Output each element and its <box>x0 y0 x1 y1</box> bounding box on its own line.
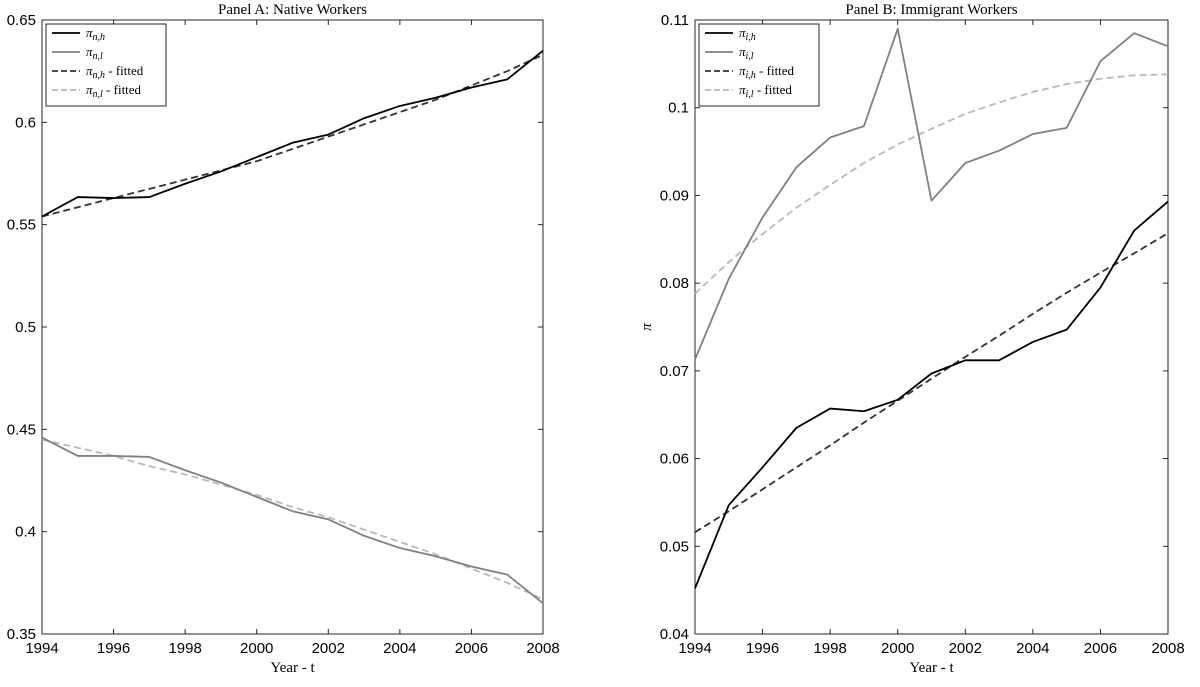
series-line-3 <box>41 53 544 218</box>
x-tick-label: 2000 <box>240 640 273 657</box>
legend-entry: πn,h - fitted <box>86 63 144 81</box>
x-tick-label: 1998 <box>813 640 846 657</box>
series-line-2 <box>41 436 544 605</box>
y-axis-label: π <box>639 323 655 331</box>
y-tick-label: 0.09 <box>660 187 689 204</box>
x-axis-label: Year - t <box>270 660 315 676</box>
legend-entry: πi,h <box>739 25 756 43</box>
legend-entry: πi,l <box>739 44 754 62</box>
x-tick-label: 1996 <box>97 640 130 657</box>
x-tick-label: 1998 <box>168 640 201 657</box>
series-line-1 <box>41 49 544 218</box>
x-tick-label: 2000 <box>881 640 914 657</box>
y-tick-label: 0.35 <box>7 626 36 643</box>
legend-entry: πi,h - fitted <box>739 63 795 81</box>
y-axis-label: π <box>0 323 2 331</box>
y-tick-label: 0.4 <box>15 524 36 541</box>
series-line-4 <box>41 438 544 601</box>
x-tick-label: 2004 <box>1016 640 1049 657</box>
y-tick-label: 0.11 <box>661 12 689 29</box>
series-line-4 <box>694 73 1169 295</box>
x-tick-label: 1994 <box>25 640 58 657</box>
series-line-3 <box>694 232 1169 534</box>
plot-frame <box>694 19 1169 635</box>
legend-box <box>698 23 820 107</box>
x-tick-label: 1996 <box>746 640 779 657</box>
chart-title: Panel A: Native Workers <box>218 2 367 18</box>
x-tick-label: 2002 <box>949 640 982 657</box>
x-tick-label: 2008 <box>1151 640 1184 657</box>
legend-entry: πn,l <box>86 44 103 62</box>
x-tick-label: 1994 <box>678 640 711 657</box>
y-tick-label: 0.65 <box>7 12 36 29</box>
x-tick-label: 2008 <box>526 640 559 657</box>
panel-a-native-workers: Panel A: Native Workers 1994 1996 1998 2000 2… <box>0 2 560 676</box>
panel-b-immigrant-workers: Panel B: Immigrant Workers 1994 1996 1998 20… <box>639 2 1185 676</box>
legend-entry: πn,l - fitted <box>86 82 142 100</box>
y-tick-label: 0.5 <box>15 319 36 336</box>
series-line-2 <box>694 27 1169 360</box>
y-tick-label: 0.04 <box>660 626 689 643</box>
y-tick-label: 0.08 <box>660 275 689 292</box>
series-line-1 <box>694 200 1169 589</box>
x-tick-label: 2002 <box>312 640 345 657</box>
legend-entry: πi,l - fitted <box>739 82 792 100</box>
chart-title: Panel B: Immigrant Workers <box>845 2 1017 18</box>
y-tick-label: 0.06 <box>660 451 689 468</box>
plot-frame <box>41 19 544 635</box>
y-tick-label: 0.07 <box>660 363 689 380</box>
legend-box <box>45 23 167 107</box>
y-tick-label: 0.1 <box>668 100 689 117</box>
y-tick-label: 0.6 <box>15 114 36 131</box>
y-tick-label: 0.55 <box>7 217 36 234</box>
y-tick-label: 0.45 <box>7 421 36 438</box>
y-tick-label: 0.05 <box>660 538 689 555</box>
x-tick-label: 2006 <box>455 640 488 657</box>
legend-entry: πn,h <box>86 25 105 43</box>
x-axis-label: Year - t <box>909 660 954 676</box>
x-tick-label: 2004 <box>383 640 416 657</box>
x-tick-label: 2006 <box>1084 640 1117 657</box>
